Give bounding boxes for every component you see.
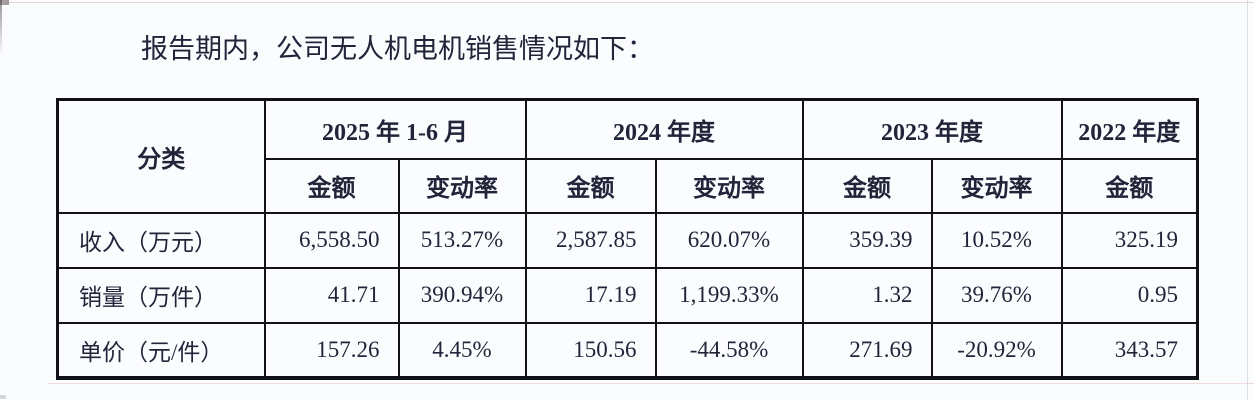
scan-artifact-bottom-left-corner xyxy=(0,395,6,399)
subheader-2022-amount: 金额 xyxy=(1060,157,1199,214)
table-row-volume: 销量（万件） 41.71 390.94% 17.19 1,199.33% 1.3… xyxy=(56,266,1199,324)
subheader-2023-amount: 金额 xyxy=(801,157,933,214)
column-header-2023: 2023 年度 xyxy=(801,98,1063,160)
sales-table: 分类 2025 年 1-6 月 2024 年度 2023 年度 2022 年度 … xyxy=(56,98,1199,380)
unit-price-2023-change: -20.92% xyxy=(930,321,1063,379)
revenue-2022-amount: 325.19 xyxy=(1060,211,1199,269)
column-header-2024: 2024 年度 xyxy=(524,98,804,160)
unit-price-2023-amount: 271.69 xyxy=(801,321,933,379)
intro-paragraph: 报告期内，公司无人机电机销售情况如下： xyxy=(141,34,654,64)
unit-price-2024-change: -44.58% xyxy=(654,321,804,379)
subheader-2023-change: 变动率 xyxy=(930,157,1063,214)
volume-2023-change: 39.76% xyxy=(930,266,1063,324)
revenue-2024-amount: 2,587.85 xyxy=(524,211,657,269)
row-label-volume: 销量（万件） xyxy=(56,266,266,324)
revenue-2023-amount: 359.39 xyxy=(801,211,933,269)
volume-2025-change: 390.94% xyxy=(397,266,527,324)
column-header-category: 分类 xyxy=(56,98,266,214)
volume-2025-amount: 41.71 xyxy=(263,266,400,324)
scan-artifact-top-left-corner xyxy=(0,0,9,5)
table-header-year-row: 分类 2025 年 1-6 月 2024 年度 2023 年度 2022 年度 xyxy=(56,98,1199,214)
unit-price-2022-amount: 343.57 xyxy=(1060,321,1199,379)
table-row-revenue: 收入（万元） 6,558.50 513.27% 2,587.85 620.07%… xyxy=(56,211,1199,269)
subheader-2024-amount: 金额 xyxy=(524,157,657,214)
volume-2024-amount: 17.19 xyxy=(524,266,657,324)
revenue-2025-change: 513.27% xyxy=(397,211,527,269)
row-label-unit-price: 单价（元/件） xyxy=(56,321,266,379)
scan-artifact-right-edge xyxy=(1247,0,1248,400)
scan-artifact-left-edge xyxy=(0,0,2,56)
volume-2024-change: 1,199.33% xyxy=(654,266,804,324)
subheader-2025-amount: 金额 xyxy=(263,157,400,214)
subheader-2025-change: 变动率 xyxy=(397,157,527,214)
subheader-2024-change: 变动率 xyxy=(654,157,804,214)
scan-artifact-top-line xyxy=(6,2,1254,3)
revenue-2025-amount: 6,558.50 xyxy=(263,211,400,269)
column-header-2025: 2025 年 1-6 月 xyxy=(263,98,527,160)
row-label-revenue: 收入（万元） xyxy=(56,211,266,269)
revenue-2023-change: 10.52% xyxy=(930,211,1063,269)
column-header-2022: 2022 年度 xyxy=(1060,98,1199,160)
volume-2022-amount: 0.95 xyxy=(1060,266,1199,324)
volume-2023-amount: 1.32 xyxy=(801,266,933,324)
revenue-2024-change: 620.07% xyxy=(654,211,804,269)
scan-artifact-bottom-line xyxy=(48,383,1254,384)
table-header-sub-row: 金额 变动率 金额 变动率 金额 变动率 金额 xyxy=(58,157,1199,214)
unit-price-2025-amount: 157.26 xyxy=(263,321,400,379)
unit-price-2024-amount: 150.56 xyxy=(524,321,657,379)
unit-price-2025-change: 4.45% xyxy=(397,321,527,379)
table-row-unit-price: 单价（元/件） 157.26 4.45% 150.56 -44.58% 271.… xyxy=(56,321,1199,379)
